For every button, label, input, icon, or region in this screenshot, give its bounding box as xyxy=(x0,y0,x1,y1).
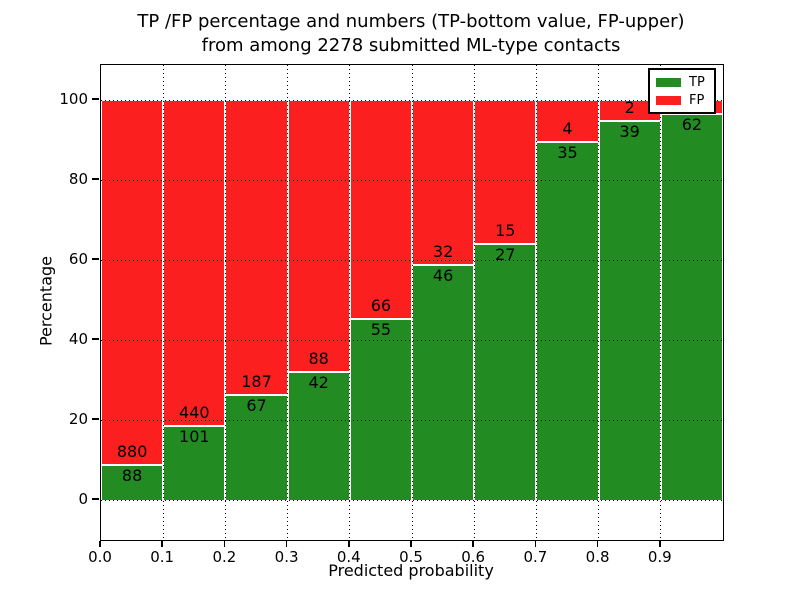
fp-count-label: 88 xyxy=(308,348,329,368)
legend: TP FP xyxy=(648,68,716,114)
fp-count-label: 4 xyxy=(562,119,573,139)
bar-tp-segment xyxy=(287,370,350,500)
bar-tp-segment xyxy=(598,119,661,500)
bar-fp-segment xyxy=(412,100,475,265)
x-tick-mark xyxy=(161,540,163,547)
x-tick-mark xyxy=(348,540,350,547)
gridline-vertical xyxy=(411,65,413,540)
y-tick-mark xyxy=(92,418,99,420)
y-tick-label: 20 xyxy=(68,410,88,428)
chart-title: TP /FP percentage and numbers (TP-bottom… xyxy=(100,10,722,58)
legend-swatch-fp xyxy=(656,95,681,105)
fp-count-label: 32 xyxy=(432,242,454,262)
bar-fp-segment xyxy=(349,100,412,319)
bar-tp-segment xyxy=(101,463,164,500)
legend-swatch-tp xyxy=(656,77,681,87)
y-tick-label: 60 xyxy=(68,250,88,268)
fp-count-label: 66 xyxy=(370,296,392,316)
y-tick-mark xyxy=(92,258,99,260)
legend-item: TP xyxy=(656,76,708,89)
bar-tp-segment xyxy=(225,394,288,500)
gridline-vertical xyxy=(473,65,475,540)
x-tick-label: 0.2 xyxy=(212,548,237,566)
tp-count-label: 88 xyxy=(121,465,143,485)
bar-tp-segment xyxy=(349,318,412,500)
bar-fp-segment xyxy=(101,100,164,464)
gridline-vertical xyxy=(535,65,537,540)
y-tick-label: 100 xyxy=(59,90,88,108)
x-tick-label: 0.0 xyxy=(88,548,112,566)
y-tick-label: 0 xyxy=(78,490,88,508)
x-tick-label: 0.9 xyxy=(647,548,672,566)
x-tick-mark xyxy=(410,540,412,547)
fp-count-label: 440 xyxy=(179,403,210,423)
x-tick-label: 0.4 xyxy=(336,548,361,566)
tp-count-label: 27 xyxy=(495,244,516,264)
x-tick-label: 0.7 xyxy=(523,548,548,566)
gridline-vertical xyxy=(598,65,600,540)
gridline-vertical xyxy=(162,65,164,540)
x-tick-label: 0.1 xyxy=(150,548,175,566)
bar-fp-segment xyxy=(163,100,226,426)
y-tick-mark xyxy=(92,338,99,340)
y-tick-mark xyxy=(92,98,99,100)
x-tick-mark xyxy=(534,540,537,547)
bar-fp-segment xyxy=(474,100,537,243)
tp-count-label: 101 xyxy=(179,427,210,447)
x-tick-label: 0.8 xyxy=(585,548,610,566)
gridline-vertical xyxy=(349,65,351,540)
x-tick-mark xyxy=(472,540,474,547)
x-tick-mark xyxy=(596,540,599,547)
x-axis-title: Predicted probability xyxy=(328,561,494,580)
x-tick-mark xyxy=(99,540,101,547)
tp-count-label: 35 xyxy=(557,143,578,163)
y-tick-mark xyxy=(92,498,99,500)
gridline-vertical xyxy=(660,65,662,540)
bar-fp-segment xyxy=(225,100,288,395)
bar-tp-segment xyxy=(412,264,475,500)
bar-tp-segment xyxy=(660,112,723,500)
tp-count-label: 46 xyxy=(432,266,454,286)
y-tick-mark xyxy=(92,178,99,180)
fp-count-label: 2 xyxy=(624,97,635,117)
legend-label: TP xyxy=(689,74,705,90)
chart-title-line1: TP /FP percentage and numbers (TP-bottom… xyxy=(137,11,685,32)
fp-count-label: 187 xyxy=(241,372,272,392)
bar-tp-segment xyxy=(536,141,599,500)
x-tick-label: 0.3 xyxy=(274,548,299,566)
plot-area: TP FP 880 88 440 101 187 67 88 42 66 55 32 46 15 27 4 35… xyxy=(100,64,724,541)
bar-tp-segment xyxy=(474,242,537,500)
tp-count-label: 62 xyxy=(681,114,703,134)
tp-count-label: 55 xyxy=(370,320,392,340)
tp-count-label: 42 xyxy=(308,372,329,392)
x-tick-label: 0.5 xyxy=(399,548,423,566)
legend-label: FP xyxy=(689,92,705,108)
x-tick-mark xyxy=(659,540,661,547)
tp-count-label: 67 xyxy=(246,396,267,416)
fp-count-label: 15 xyxy=(495,220,516,240)
chart-title-line2: from among 2278 submitted ML-type contac… xyxy=(201,35,621,56)
legend-item: FP xyxy=(656,94,708,107)
gridline-vertical xyxy=(224,65,226,540)
y-tick-label: 40 xyxy=(68,330,88,348)
x-tick-mark xyxy=(223,540,226,547)
x-tick-label: 0.6 xyxy=(461,548,486,566)
bar-fp-segment xyxy=(536,100,599,142)
y-tick-label: 80 xyxy=(68,170,88,188)
gridline-vertical xyxy=(287,65,289,540)
bar-tp-segment xyxy=(163,425,226,500)
fp-count-label: 880 xyxy=(116,441,148,461)
tp-count-label: 39 xyxy=(619,121,640,141)
x-tick-mark xyxy=(285,540,288,547)
bar-fp-segment xyxy=(287,100,350,371)
